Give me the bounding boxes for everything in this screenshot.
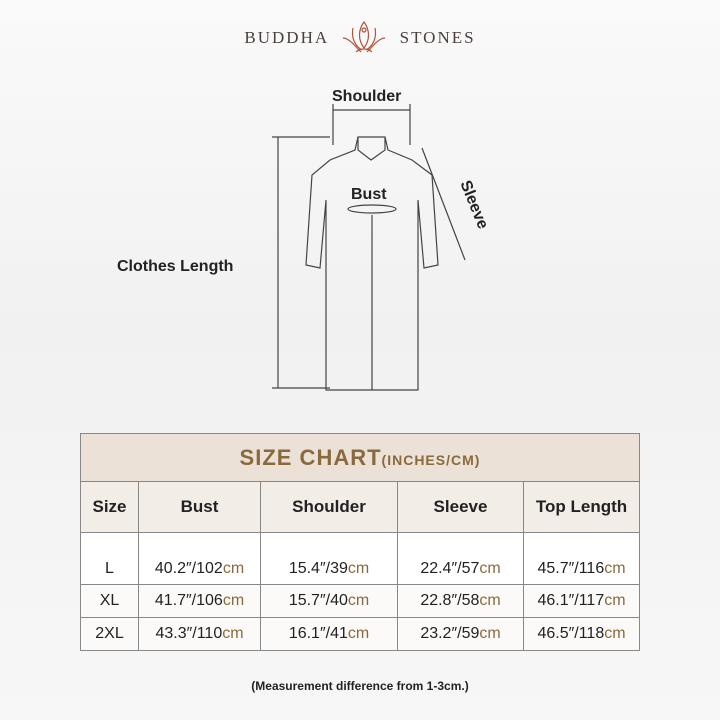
brand-logo: BUDDHA STONES xyxy=(0,20,720,56)
header-sleeve: Sleeve xyxy=(397,481,524,533)
table-row: 2XL 43.3″/110cm 16.1″/41cm 23.2″/59cm 46… xyxy=(80,617,640,651)
table-row: XL 41.7″/106cm 15.7″/40cm 22.8″/58cm 46.… xyxy=(80,584,640,618)
size-chart-table: SIZE CHART(INCHES/CM) Size Bust Shoulder… xyxy=(80,433,640,651)
clothes-length-label: Clothes Length xyxy=(117,258,234,275)
header-top-length: Top Length xyxy=(523,481,640,533)
table-row: L 40.2″/102cm 15.4″/39cm 22.4″/57cm 45.7… xyxy=(80,532,640,585)
shoulder-label: Shoulder xyxy=(332,88,402,105)
lotus-icon xyxy=(343,20,386,53)
garment-diagram xyxy=(272,104,466,391)
header-size: Size xyxy=(80,481,139,533)
header-shoulder: Shoulder xyxy=(260,481,398,533)
measurement-note: (Measurement difference from 1-3cm.) xyxy=(251,679,469,693)
brand-left: BUDDHA xyxy=(244,28,330,47)
brand-right: STONES xyxy=(399,28,476,47)
header-bust: Bust xyxy=(138,481,261,533)
size-chart-title: SIZE CHART(INCHES/CM) xyxy=(80,433,640,482)
bust-label: Bust xyxy=(351,186,387,203)
